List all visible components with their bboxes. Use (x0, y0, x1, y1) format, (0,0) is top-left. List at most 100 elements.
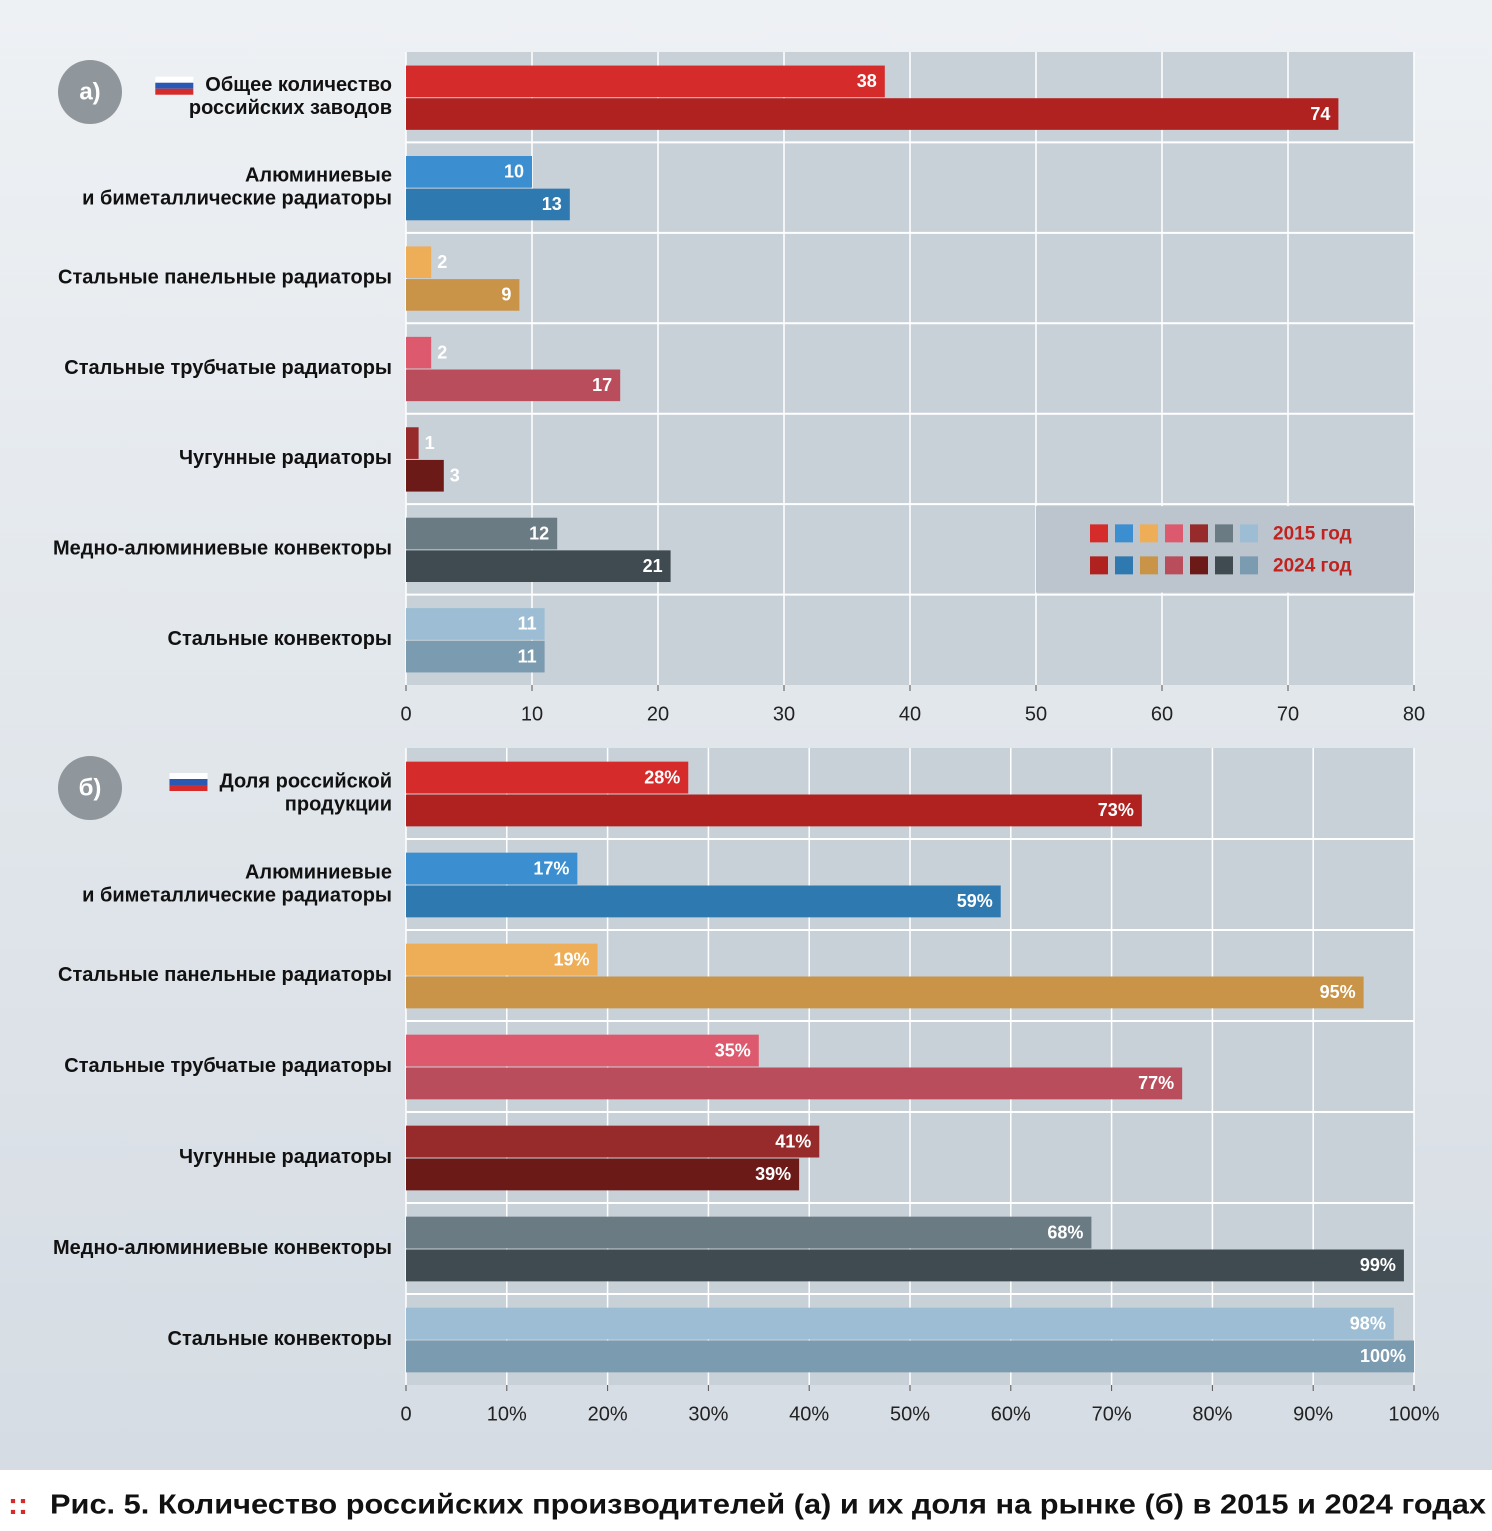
legend-swatch (1240, 556, 1258, 575)
value-label: 73% (1098, 800, 1134, 820)
bar (406, 459, 444, 492)
x-tick-label: 50 (1025, 703, 1047, 725)
x-tick-label: 60% (991, 1403, 1031, 1425)
bar (406, 1340, 1414, 1373)
caption: Рис. 5. Количество российских производит… (50, 1488, 1486, 1519)
panel-label: б) (79, 774, 102, 801)
value-label: 3 (450, 466, 460, 486)
x-tick-label: 90% (1293, 1403, 1333, 1425)
value-label: 95% (1320, 982, 1356, 1002)
legend-swatch (1140, 524, 1158, 543)
value-label: 41% (775, 1131, 811, 1151)
legend-box (1036, 506, 1414, 593)
bar (406, 336, 432, 369)
value-label: 12 (529, 523, 549, 543)
bar (406, 608, 545, 640)
category-label: Стальные трубчатые радиаторы (64, 1055, 392, 1077)
category-label: Стальные конвекторы (168, 1328, 392, 1350)
category-label: Стальные конвекторы (168, 628, 392, 650)
bar (406, 427, 419, 459)
bar (406, 852, 578, 885)
x-tick-label: 70% (1092, 1403, 1132, 1425)
flag-white (155, 76, 194, 83)
value-label: 100% (1360, 1346, 1406, 1366)
bar (406, 65, 885, 98)
bar (406, 1158, 800, 1191)
category-label: Общее количество (205, 74, 392, 96)
value-label: 17% (533, 858, 569, 878)
bar (406, 885, 1001, 918)
bar (406, 1307, 1394, 1340)
bar (406, 943, 598, 976)
x-tick-label: 60 (1151, 703, 1173, 725)
value-label: 21 (643, 556, 663, 576)
flag-white (169, 773, 208, 779)
flag-red (155, 88, 194, 95)
flag-blue (169, 779, 208, 785)
legend-label: 2024 год (1273, 555, 1352, 576)
bar (406, 550, 671, 583)
legend-swatch (1115, 556, 1133, 575)
value-label: 68% (1047, 1222, 1083, 1242)
bar (406, 1216, 1092, 1249)
panel-badge (58, 756, 122, 820)
bar (406, 279, 520, 311)
x-tick-label: 30 (773, 703, 795, 725)
value-label: 35% (715, 1040, 751, 1060)
value-label: 11 (518, 614, 537, 634)
x-tick-label: 10 (521, 703, 543, 725)
x-tick-label: 40% (789, 1403, 829, 1425)
bar (406, 794, 1142, 827)
bar (406, 1067, 1183, 1100)
legend-swatch (1190, 556, 1208, 575)
x-tick-label: 30% (688, 1403, 728, 1425)
legend-swatch (1115, 524, 1133, 543)
value-label: 10 (504, 162, 524, 182)
category-label: Стальные трубчатые радиаторы (64, 357, 392, 379)
category-label: Чугунные радиаторы (179, 1146, 392, 1168)
x-tick-label: 20 (647, 703, 669, 725)
value-label: 13 (542, 194, 562, 214)
x-tick-label: 40 (899, 703, 921, 725)
x-tick-label: 70 (1277, 703, 1299, 725)
value-label: 28% (644, 767, 680, 787)
category-label: Чугунные радиаторы (179, 447, 392, 469)
legend-swatch (1215, 524, 1233, 543)
value-label: 77% (1138, 1073, 1174, 1093)
bar (406, 761, 689, 794)
x-tick-label: 80% (1192, 1403, 1232, 1425)
x-tick-label: 50% (890, 1403, 930, 1425)
bar (406, 517, 558, 550)
category-label: Алюминиевые (245, 164, 392, 186)
value-label: 99% (1360, 1255, 1396, 1275)
category-label: Медно-алюминиевые конвекторы (53, 1237, 392, 1259)
bar (406, 246, 432, 279)
flag-blue (155, 82, 194, 89)
value-label: 11 (518, 646, 537, 666)
panel-label: а) (79, 78, 100, 105)
legend-swatch (1240, 524, 1258, 543)
x-tick-label: 0 (400, 1403, 411, 1425)
category-label: Медно-алюминиевые конвекторы (53, 538, 392, 560)
value-label: 98% (1350, 1313, 1386, 1333)
bar (406, 1249, 1404, 1282)
legend-swatch (1165, 524, 1183, 543)
legend-label: 2015 год (1273, 523, 1352, 544)
value-label: 74 (1310, 104, 1330, 124)
legend-swatch (1090, 556, 1108, 575)
legend-swatch (1140, 556, 1158, 575)
bar (406, 155, 532, 188)
value-label: 9 (501, 285, 511, 305)
category-label: Алюминиевые (245, 861, 392, 883)
category-label: Стальные панельные радиаторы (58, 266, 392, 288)
bar (406, 976, 1364, 1009)
legend-swatch (1165, 556, 1183, 575)
flag-red (169, 785, 208, 791)
x-tick-label: 100% (1388, 1403, 1439, 1425)
value-label: 1 (425, 433, 435, 453)
bar (406, 369, 621, 402)
value-label: 38 (857, 71, 877, 91)
bar (406, 188, 570, 221)
bar (406, 1034, 759, 1067)
